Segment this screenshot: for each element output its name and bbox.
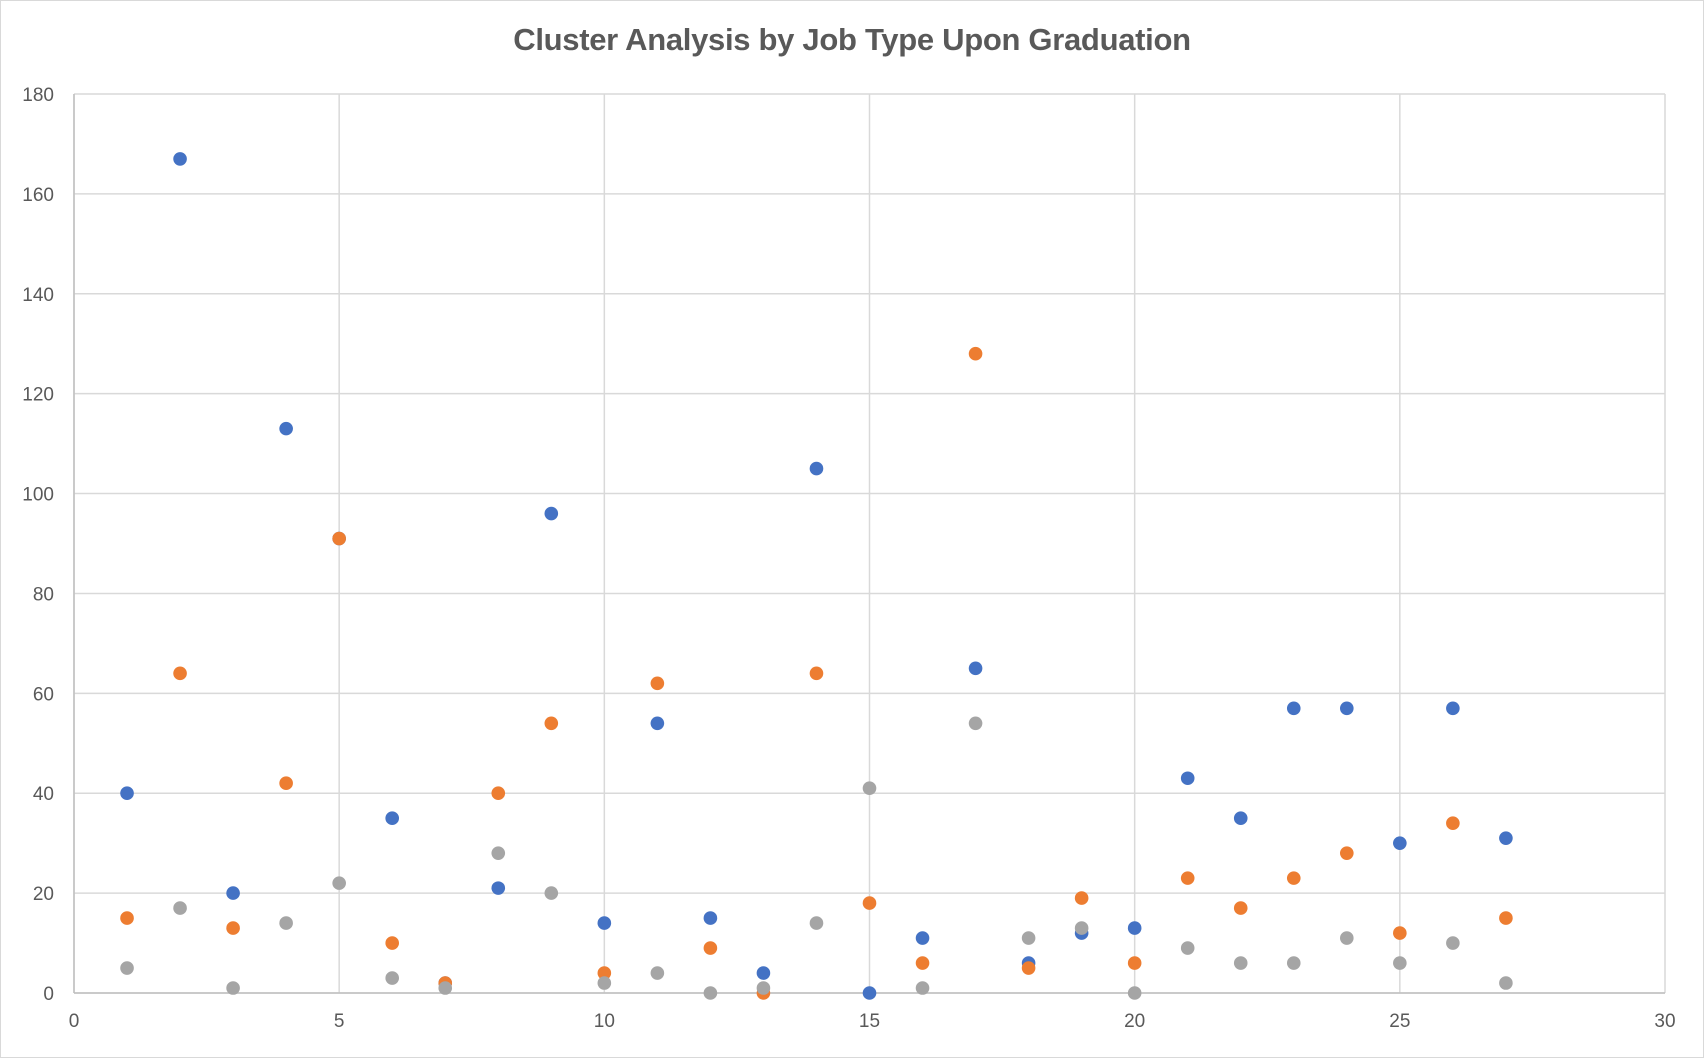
data-point bbox=[1393, 956, 1407, 970]
data-point bbox=[1021, 961, 1036, 975]
data-point bbox=[703, 986, 718, 1000]
data-point bbox=[544, 506, 559, 521]
data-point bbox=[597, 966, 612, 980]
y-tick-label: 60 bbox=[33, 684, 54, 705]
data-point bbox=[173, 152, 187, 166]
data-point bbox=[1446, 816, 1460, 830]
chart-title: Cluster Analysis by Job Type Upon Gradua… bbox=[513, 22, 1191, 57]
y-tick-label: 40 bbox=[33, 784, 54, 805]
y-tick-label: 140 bbox=[22, 285, 54, 306]
data-point bbox=[279, 421, 293, 436]
data-point bbox=[1021, 931, 1036, 945]
data-point bbox=[1340, 701, 1354, 716]
data-point bbox=[1286, 871, 1301, 885]
data-point bbox=[120, 961, 134, 975]
tick-labels: 0 20 40 60 80 100 120 140 160 180 0 5 10 15 20 25 30 bbox=[22, 85, 1675, 1032]
data-point bbox=[173, 901, 187, 915]
y-tick-label: 180 bbox=[22, 85, 54, 106]
data-point bbox=[1180, 871, 1195, 885]
data-point bbox=[756, 981, 771, 995]
y-tick-label: 80 bbox=[33, 584, 54, 605]
data-point bbox=[1233, 956, 1248, 970]
data-point bbox=[491, 846, 506, 860]
data-point bbox=[915, 931, 930, 945]
data-point bbox=[1393, 926, 1407, 940]
data-point bbox=[703, 941, 718, 955]
data-point bbox=[597, 916, 612, 930]
data-point bbox=[226, 921, 240, 935]
data-point bbox=[1499, 976, 1513, 990]
data-point bbox=[1127, 986, 1142, 1000]
data-point bbox=[385, 971, 400, 985]
data-point bbox=[1180, 771, 1195, 786]
data-point bbox=[1127, 921, 1142, 935]
y-tick-label: 20 bbox=[33, 884, 54, 905]
data-point bbox=[120, 911, 134, 925]
data-points bbox=[120, 152, 1513, 1000]
x-tick-label: 30 bbox=[1654, 1011, 1675, 1032]
y-tick-label: 160 bbox=[22, 185, 54, 206]
data-point bbox=[1180, 941, 1195, 955]
x-tick-label: 5 bbox=[334, 1011, 345, 1032]
x-tick-label: 15 bbox=[859, 1011, 880, 1032]
data-point bbox=[650, 676, 665, 691]
data-point bbox=[915, 981, 930, 995]
data-point bbox=[809, 666, 824, 681]
data-point bbox=[491, 881, 506, 895]
x-tick-label: 25 bbox=[1389, 1011, 1410, 1032]
data-point bbox=[862, 986, 877, 1000]
x-tick-label: 0 bbox=[69, 1011, 80, 1032]
data-point bbox=[385, 936, 400, 950]
data-point bbox=[809, 461, 824, 476]
data-point bbox=[650, 966, 665, 980]
x-tick-label: 10 bbox=[594, 1011, 615, 1032]
data-point bbox=[279, 916, 293, 930]
data-point bbox=[1127, 956, 1142, 970]
data-point bbox=[385, 811, 400, 825]
data-point bbox=[1233, 811, 1248, 825]
data-point bbox=[597, 976, 612, 990]
data-point bbox=[173, 666, 187, 681]
data-point bbox=[968, 661, 983, 676]
data-point bbox=[544, 886, 559, 900]
data-point bbox=[226, 981, 240, 995]
data-point bbox=[1074, 921, 1089, 935]
data-point bbox=[650, 716, 665, 731]
data-point bbox=[332, 876, 346, 890]
data-point bbox=[1233, 901, 1248, 915]
data-point bbox=[226, 886, 240, 900]
y-tick-label: 120 bbox=[22, 385, 54, 406]
data-point bbox=[1393, 836, 1407, 850]
data-point bbox=[438, 981, 453, 995]
data-point bbox=[862, 781, 877, 796]
grid-lines bbox=[73, 93, 1666, 994]
data-point bbox=[1340, 846, 1354, 860]
data-point bbox=[915, 956, 930, 970]
data-point bbox=[544, 716, 559, 731]
data-point bbox=[809, 916, 824, 930]
data-point bbox=[862, 896, 877, 910]
data-point bbox=[279, 776, 293, 791]
data-point bbox=[1499, 831, 1513, 845]
data-point bbox=[1286, 956, 1301, 970]
data-point bbox=[968, 716, 983, 731]
data-point bbox=[1446, 936, 1460, 950]
data-point bbox=[1446, 701, 1460, 716]
data-point bbox=[1340, 931, 1354, 945]
data-point bbox=[968, 346, 983, 361]
x-tick-label: 20 bbox=[1124, 1011, 1145, 1032]
data-point bbox=[1074, 891, 1089, 905]
data-point bbox=[703, 911, 718, 925]
y-tick-label: 100 bbox=[22, 485, 54, 506]
y-tick-label: 0 bbox=[43, 984, 54, 1005]
data-point bbox=[1499, 911, 1513, 925]
data-point bbox=[120, 786, 134, 801]
data-point bbox=[756, 966, 771, 980]
data-point bbox=[1286, 701, 1301, 716]
data-point bbox=[332, 531, 346, 546]
data-point bbox=[491, 786, 506, 801]
